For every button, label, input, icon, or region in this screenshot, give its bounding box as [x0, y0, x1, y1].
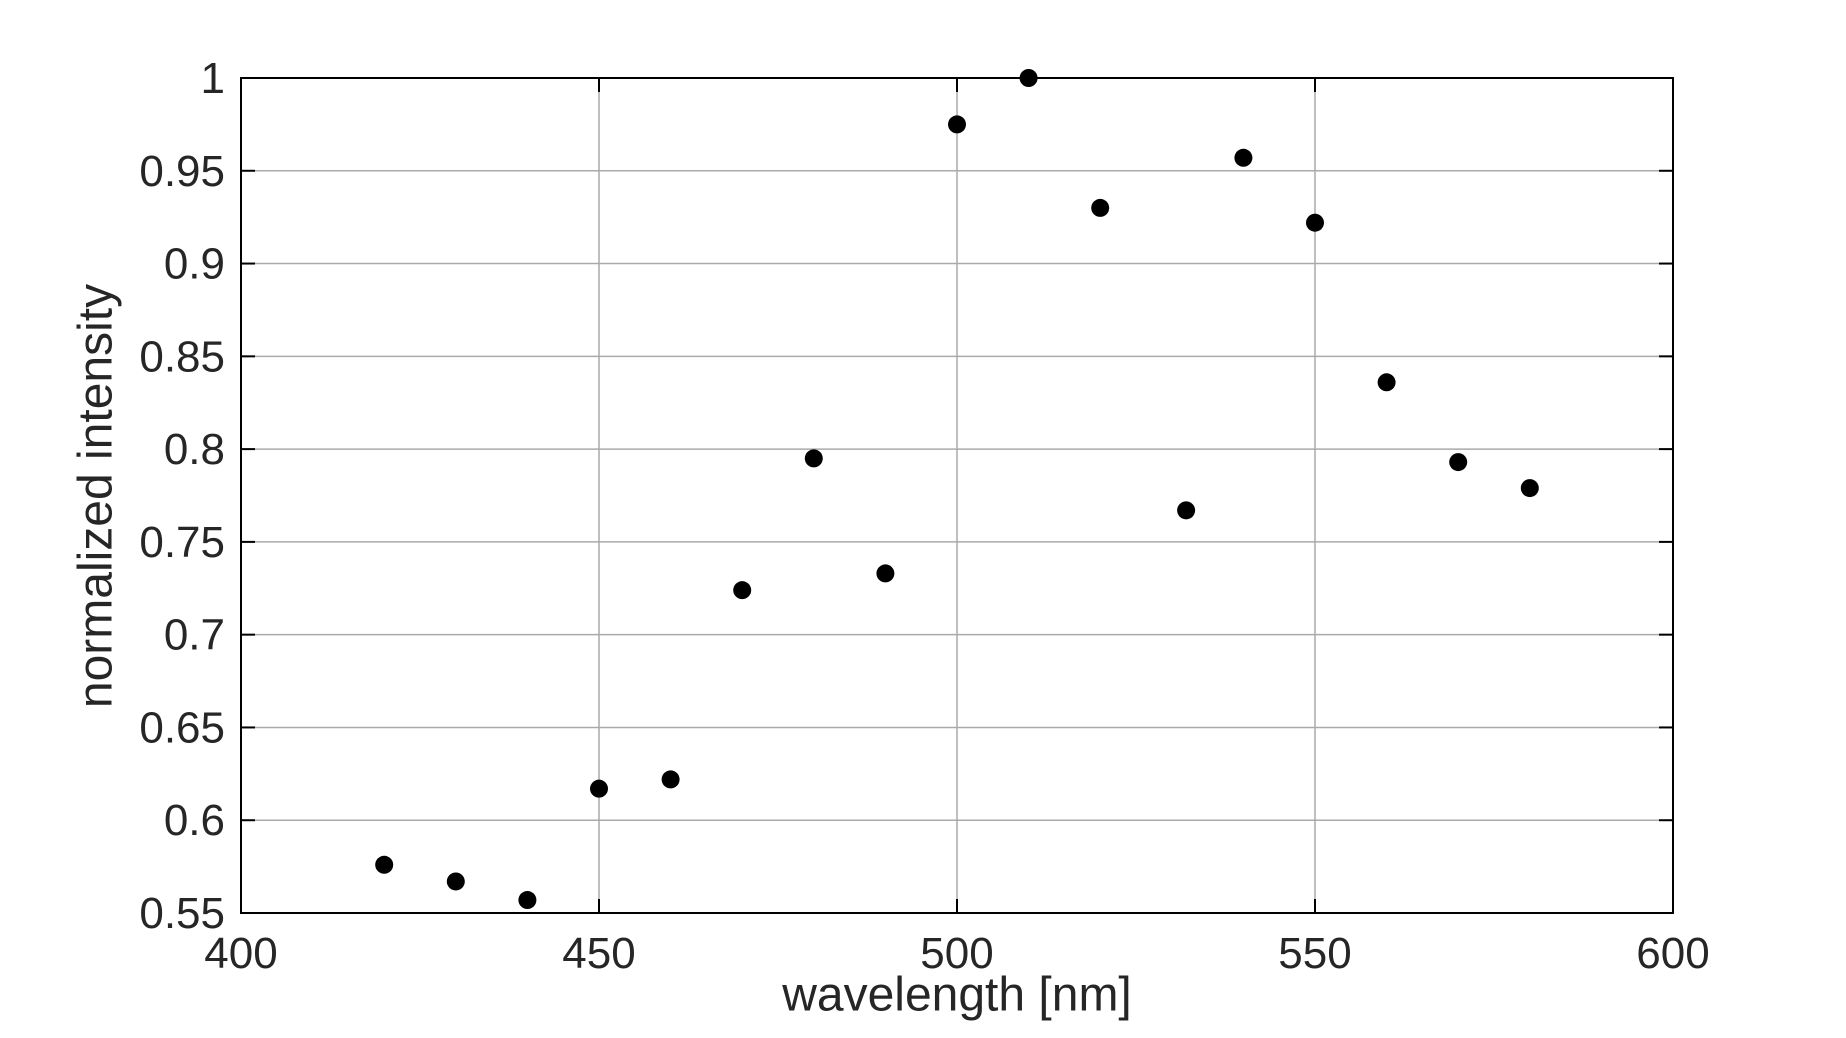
data-point [1019, 69, 1038, 87]
y-tick-label: 0.95 [139, 147, 225, 196]
data-point [1177, 501, 1196, 520]
y-tick-label: 0.55 [139, 889, 225, 938]
x-tick-label: 550 [1278, 929, 1351, 978]
x-tick-label: 500 [920, 929, 993, 978]
y-tick-label: 0.65 [139, 703, 225, 752]
data-point [948, 115, 966, 134]
y-tick-label: 1 [201, 54, 225, 103]
y-tick-label: 0.9 [164, 240, 225, 289]
data-point [375, 855, 394, 874]
data-point [446, 872, 465, 891]
y-tick-label: 0.85 [139, 332, 225, 381]
axes-box [240, 77, 1674, 914]
data-point [876, 564, 895, 583]
data-point [1377, 373, 1396, 392]
data-point [733, 581, 752, 600]
y-tick-label: 0.75 [139, 518, 225, 567]
y-tick-label: 0.7 [164, 611, 225, 660]
y-axis-label: normalized intensity [69, 283, 123, 709]
data-point [1234, 148, 1253, 167]
data-point [804, 449, 823, 468]
data-point [590, 779, 608, 798]
x-axis-label: wavelength [nm] [782, 968, 1132, 1022]
data-point [1520, 479, 1539, 498]
x-tick-label: 400 [204, 929, 277, 978]
y-tick-label: 0.6 [164, 796, 225, 845]
data-point [1449, 453, 1468, 472]
data-point [1091, 198, 1110, 217]
data-point [1306, 213, 1324, 232]
data-point [661, 770, 680, 789]
x-tick-label: 450 [562, 929, 635, 978]
y-tick-label: 0.8 [164, 425, 225, 474]
data-point [518, 891, 537, 910]
x-tick-label: 600 [1636, 929, 1709, 978]
